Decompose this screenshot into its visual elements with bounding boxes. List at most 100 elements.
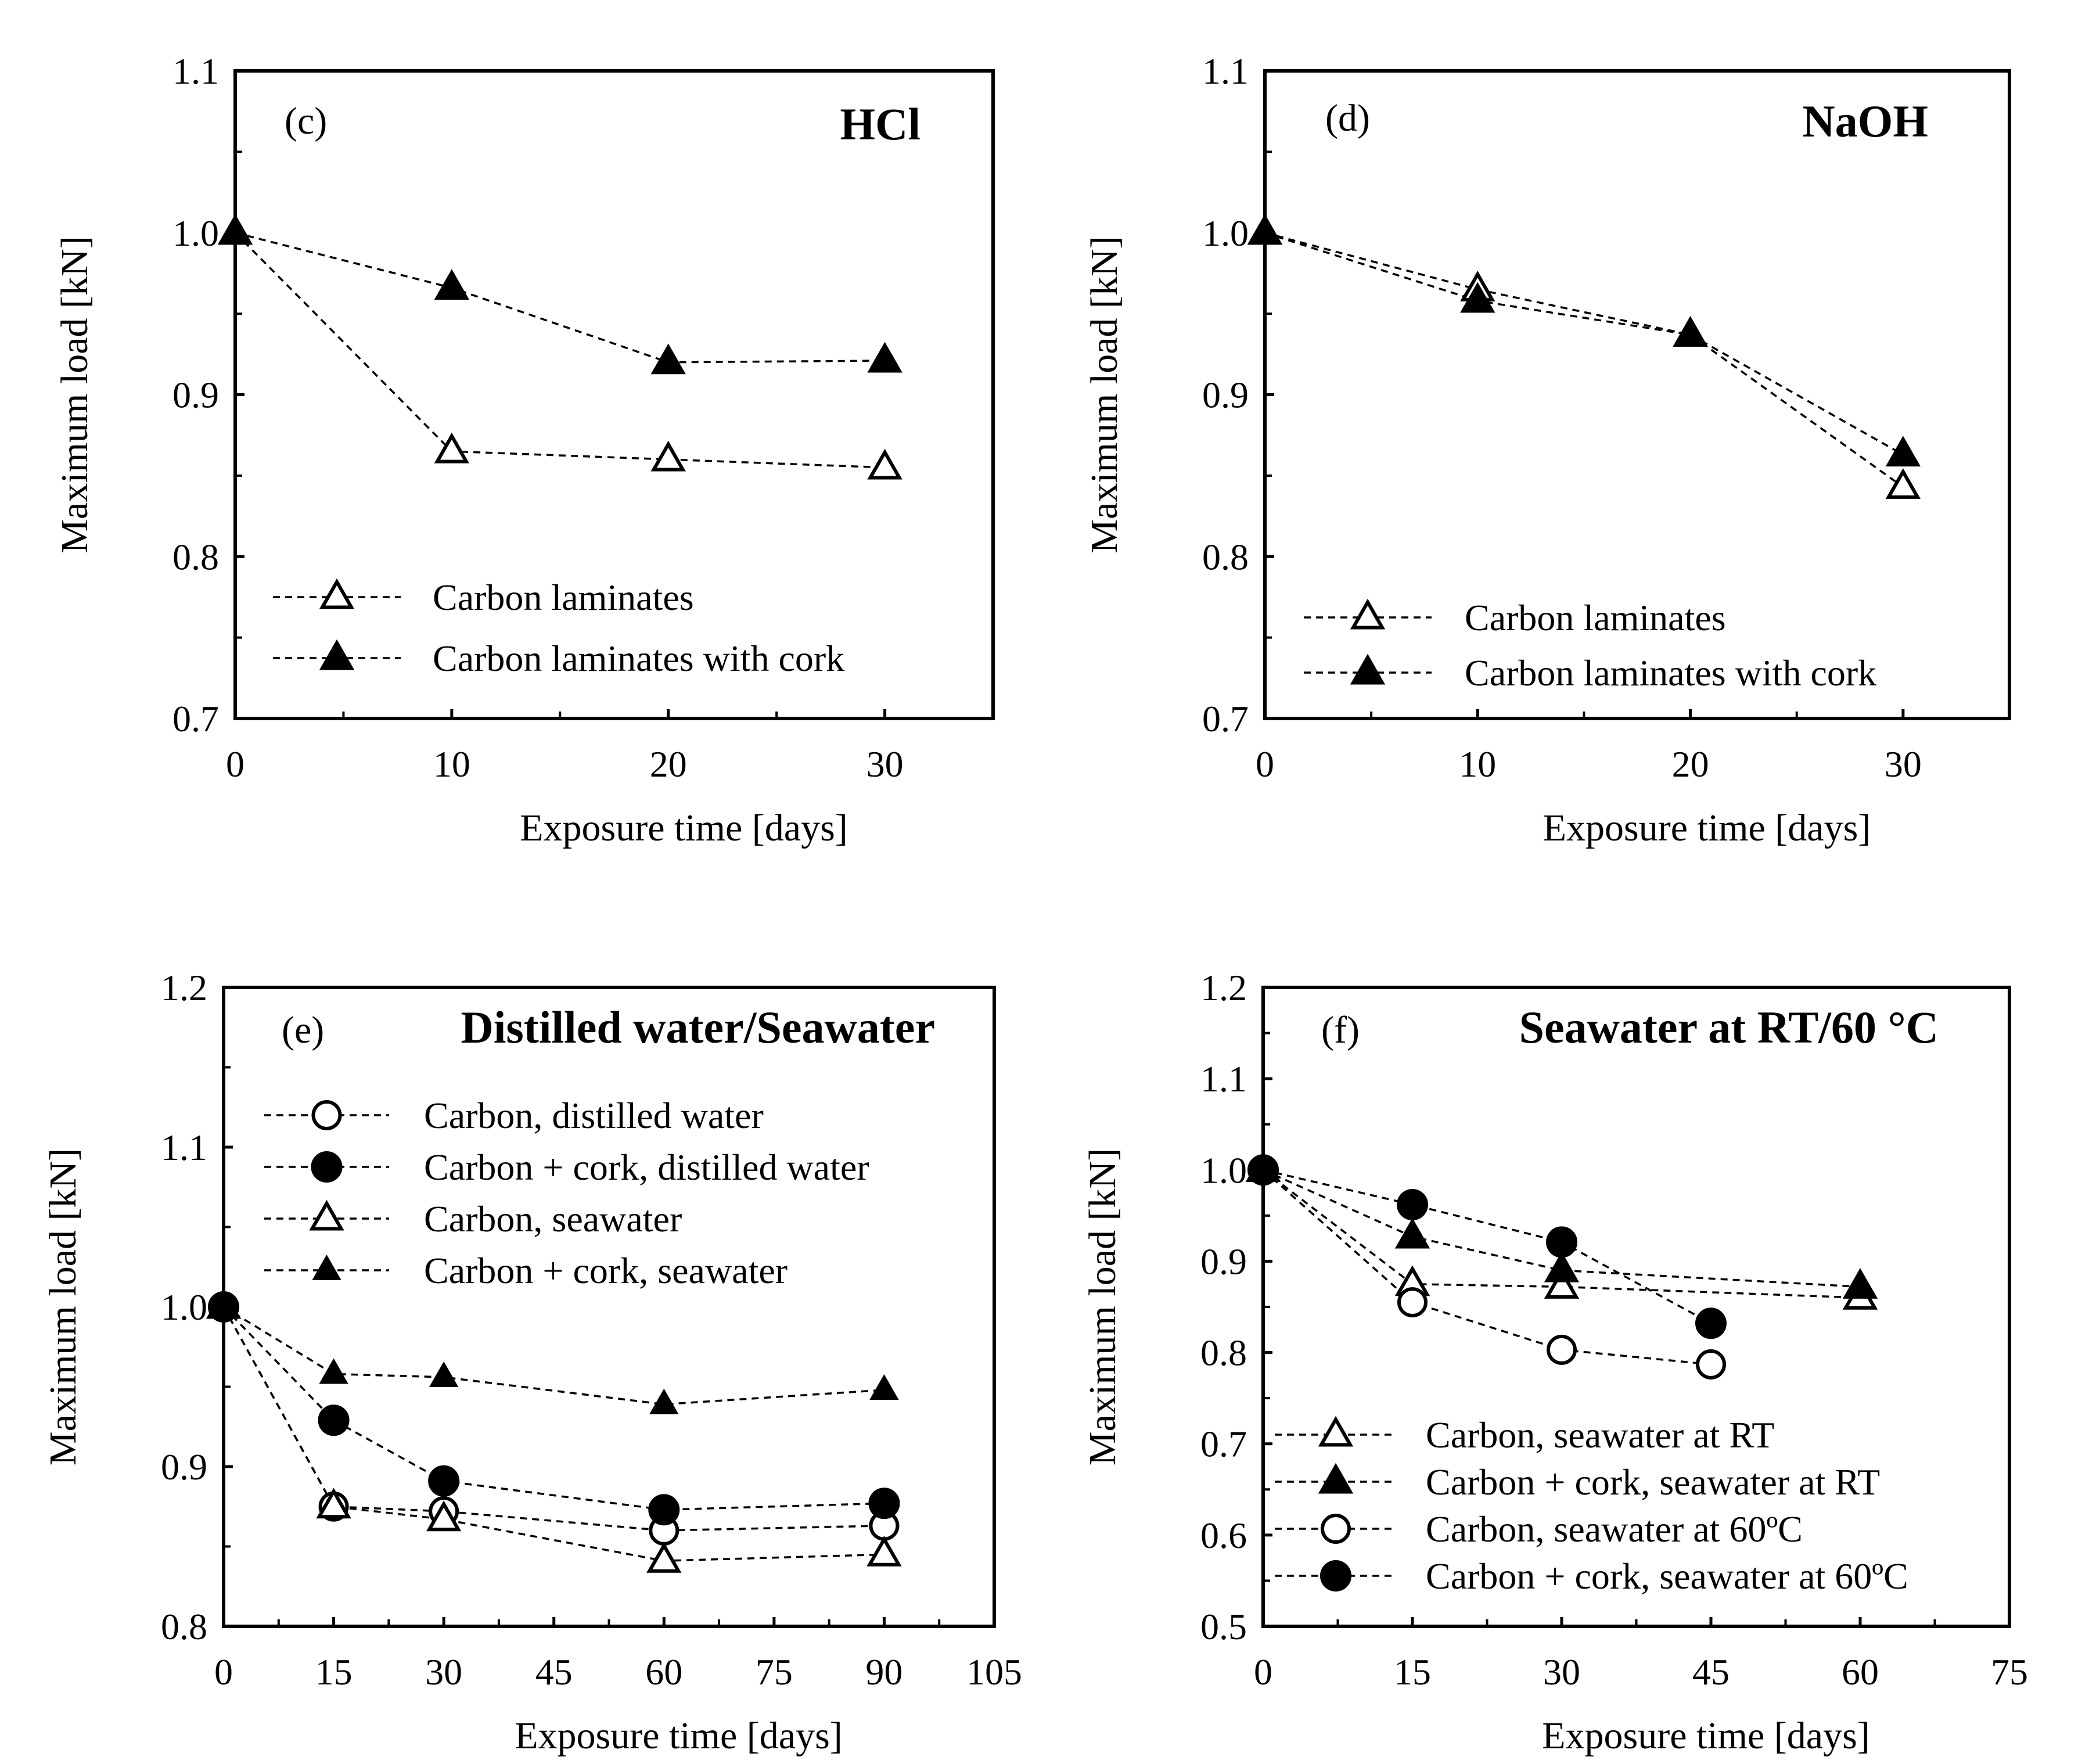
legend-label: Carbon, seawater at 60ºC (1426, 1508, 1803, 1550)
y-tick-label: 0.6 (1200, 1515, 1247, 1556)
x-tick-label: 60 (1842, 1651, 1879, 1693)
y-tick-label: 0.9 (1202, 375, 1249, 416)
legend-label: Carbon laminates with cork (1465, 652, 1876, 694)
x-tick-label: 30 (1885, 743, 1922, 785)
y-tick-label: 1.1 (1200, 1058, 1247, 1100)
y-tick-label: 0.8 (1202, 536, 1249, 577)
data-point-series-3 (866, 1535, 902, 1567)
data-point-series-2 (1885, 436, 1921, 467)
y-tick-label: 0.9 (172, 375, 219, 416)
x-tick-label: 105 (966, 1651, 1022, 1693)
y-tick-label: 0.8 (172, 536, 219, 577)
x-axis-title: Exposure time [days] (515, 1715, 843, 1757)
series-line-4 (223, 1306, 885, 1406)
y-tick-label: 1.1 (172, 51, 219, 92)
y-tick-label: 1.2 (161, 967, 207, 1008)
legend-marker (311, 1151, 343, 1183)
y-tick-label: 1.1 (161, 1127, 207, 1168)
data-point-series-1 (650, 440, 686, 472)
data-point-series-4 (319, 1358, 348, 1384)
data-point-series-4 (208, 1291, 239, 1317)
legend-label: Carbon laminates (1465, 597, 1726, 638)
panel-title: NaOH (1802, 96, 1928, 146)
y-tick-label: 0.7 (1200, 1424, 1247, 1465)
legend-marker (1321, 1514, 1351, 1544)
legend-marker (309, 1199, 344, 1231)
series-line-1 (234, 232, 885, 469)
data-point-series-2 (867, 342, 903, 373)
legend: Carbon laminates Carbon laminates with co… (273, 577, 844, 679)
series-line-4 (1263, 1169, 1712, 1324)
panel-letter: (c) (285, 100, 327, 142)
y-tick-label: 1.0 (1200, 1149, 1247, 1191)
legend-label: Carbon, seawater (424, 1198, 682, 1240)
x-tick-label: 0 (1256, 743, 1274, 785)
data-point-series-3 (646, 1542, 682, 1573)
y-tick-label: 0.5 (1200, 1606, 1247, 1647)
x-tick-label: 30 (866, 743, 904, 785)
panel-letter: (f) (1321, 1009, 1360, 1051)
legend-label: Carbon + cork, seawater (424, 1250, 788, 1291)
y-tick-label: 0.9 (161, 1446, 207, 1488)
series-line-2 (222, 1306, 885, 1511)
data-point-series-1 (867, 448, 903, 480)
data-point-series-2 (428, 1465, 460, 1497)
x-tick-label: 75 (756, 1651, 793, 1693)
data-point-series-2 (434, 269, 470, 300)
data-point-series-2 (648, 1494, 680, 1526)
legend-marker (1320, 1560, 1351, 1591)
series-line-1 (1262, 1169, 1861, 1299)
y-tick-label: 1.2 (1200, 967, 1247, 1008)
data-point-series-3 (1397, 1287, 1428, 1318)
y-axis-title: Maximum load [kN] (1083, 236, 1126, 553)
legend-marker (319, 578, 355, 609)
legend-marker (319, 639, 355, 670)
y-tick-label: 1.0 (172, 213, 219, 254)
data-point-series-2 (1460, 282, 1495, 313)
y-axis-title: Maximum load [kN] (1081, 1148, 1124, 1465)
y-tick-label: 0.8 (161, 1606, 207, 1647)
legend-label: Carbon + cork, distilled water (424, 1147, 869, 1188)
data-point-series-3 (426, 1500, 462, 1532)
x-tick-label: 0 (214, 1651, 233, 1693)
legend-label: Carbon laminates with cork (433, 638, 844, 679)
x-axis-title: Exposure time [days] (1542, 1715, 1870, 1757)
data-point-series-2 (217, 214, 253, 245)
panel-title: HCl (840, 99, 921, 149)
series-line-3 (1262, 1169, 1712, 1366)
legend-marker (312, 1254, 341, 1280)
legend-marker (311, 1100, 342, 1130)
series-line-2 (1264, 232, 1904, 456)
y-axis-title: Maximum load [kN] (42, 1148, 84, 1465)
x-tick-label: 30 (1543, 1651, 1580, 1693)
x-tick-label: 10 (433, 743, 470, 785)
series-line-2 (235, 232, 885, 364)
data-point-series-1 (1544, 1268, 1580, 1299)
y-tick-label: 1.1 (1202, 51, 1249, 92)
panel-title: Distilled water/Seawater (461, 1002, 935, 1052)
panel-letter: (e) (282, 1009, 324, 1051)
data-point-series-4 (649, 1388, 679, 1414)
x-axis-title: Exposure time [days] (1543, 807, 1871, 849)
data-point-series-3 (1547, 1334, 1577, 1365)
data-point-series-2 (1247, 214, 1283, 245)
y-tick-label: 1.0 (1202, 213, 1249, 254)
y-tick-label: 1.0 (161, 1287, 207, 1328)
data-point-series-2 (1842, 1268, 1878, 1299)
legend-label: Carbon, distilled water (424, 1095, 764, 1136)
y-axis-title: Maximum load [kN] (53, 236, 96, 553)
legend-label: Carbon, seawater at RT (1426, 1414, 1774, 1456)
data-point-series-4 (869, 1374, 899, 1400)
x-tick-label: 15 (315, 1651, 353, 1693)
data-point-series-4 (1247, 1154, 1279, 1186)
legend-label: Carbon + cork, seawater at 60ºC (1426, 1555, 1908, 1597)
panel-title: Seawater at RT/60 °C (1519, 1002, 1939, 1052)
legend-marker (1318, 1463, 1354, 1494)
x-tick-label: 15 (1394, 1651, 1431, 1693)
y-tick-label: 0.8 (1200, 1332, 1247, 1374)
data-point-series-1 (1885, 468, 1921, 499)
series-line-3 (222, 1306, 885, 1562)
legend-label: Carbon + cork, seawater at RT (1426, 1461, 1880, 1503)
data-point-series-2 (318, 1404, 350, 1436)
